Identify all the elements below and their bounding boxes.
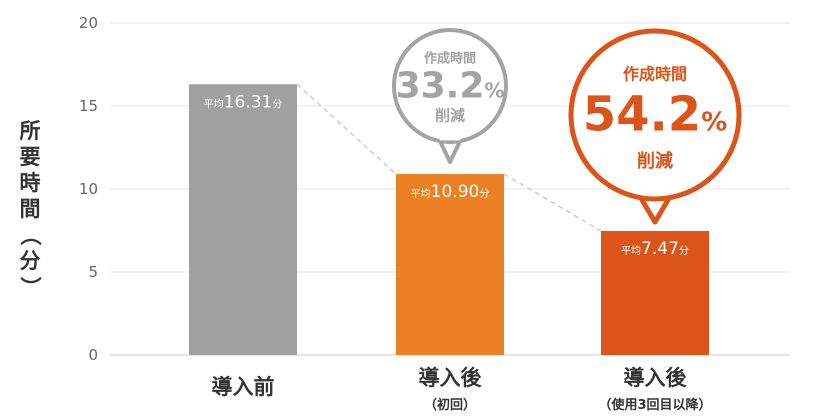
x-category-sublabel: （初回） [424,397,476,413]
y-axis-label-char: 分 [19,249,41,273]
callout-title: 作成時間 [623,65,687,84]
bars [189,84,709,355]
data-label: 平均10.90分 [411,182,490,202]
y-tick-label: 10 [79,180,98,198]
bar [396,174,504,355]
data-label: 平均16.31分 [204,92,283,112]
y-tick-label: 20 [79,14,98,32]
y-tick-label: 15 [79,97,98,115]
trend-line-1 [296,83,397,175]
y-axis-label-char: 間 [19,197,41,221]
y-axis-ticks: 0 5 10 15 20 [79,14,98,364]
callout-circle [568,28,742,202]
callout-value: 54.2% [583,86,728,142]
bar [189,84,297,355]
callout-value: 33.2% [396,66,505,107]
x-category-label: 導入後 [624,366,688,390]
y-tick-label: 0 [88,346,98,364]
bar [601,230,709,355]
y-axis-label-char: 所 [19,119,41,143]
x-axis-labels: 導入前 導入後 （初回） 導入後 （使用3回目以降） [212,366,712,413]
callout-title: 作成時間 [424,50,476,66]
y-axis-label-char: 時 [19,171,41,195]
x-category-label: 導入前 [212,375,275,399]
callout-subtitle: 削減 [435,107,465,125]
y-axis-label-char: ） [18,276,42,298]
y-axis-label: 所要時間 （ 分 ） [10,118,50,300]
x-category-label: 導入後 [419,366,483,390]
trend-line-2 [503,173,602,232]
y-axis-label-char: 要 [19,145,41,169]
x-category-sublabel: （使用3回目以降） [598,397,711,413]
y-tick-label: 5 [88,263,98,281]
data-label: 平均7.47分 [621,239,689,259]
callout-subtitle: 削減 [637,150,673,172]
callout-circle [392,28,508,144]
y-axis-label-char: （ [18,224,42,246]
callout-bubble: 作成時間 54.2% 削減 [568,28,742,225]
